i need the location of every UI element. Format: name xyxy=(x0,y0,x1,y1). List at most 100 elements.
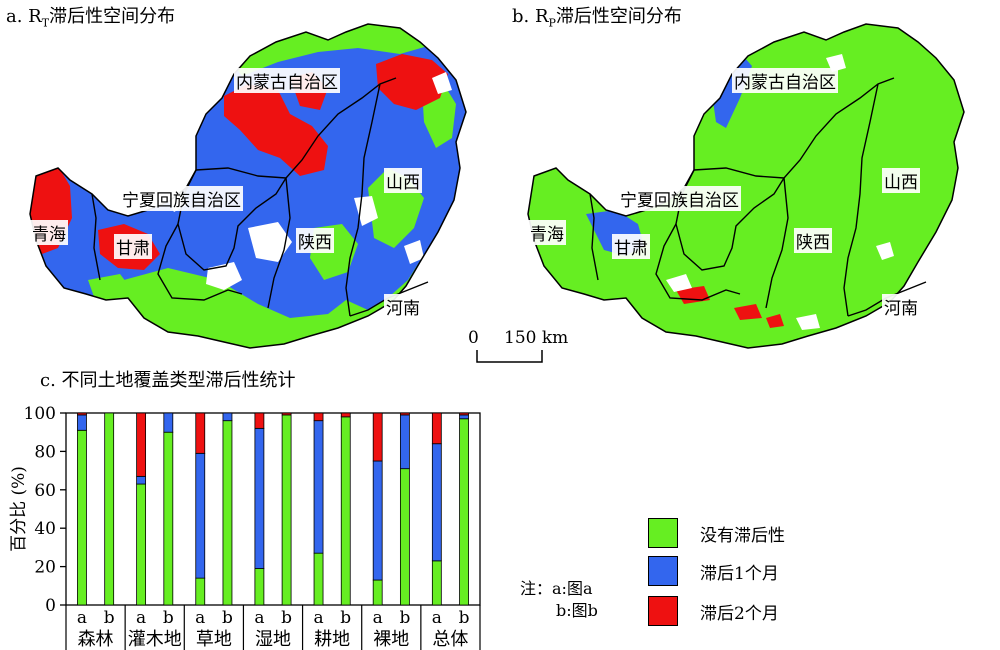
bar-segment-草地-a-0 xyxy=(195,577,206,606)
x-sub-label: b xyxy=(399,608,410,628)
map-a-white-patch-2 xyxy=(354,196,378,226)
note-line-1: a:图a xyxy=(552,579,593,598)
map-b-label-gansu: 甘肃 xyxy=(612,234,650,259)
map-b-boundary-mongolia xyxy=(693,77,895,179)
bar-segment-湿地-a-2 xyxy=(254,412,265,429)
x-sub-label: b xyxy=(222,608,233,628)
note-second-line: b:图b xyxy=(556,600,598,622)
panel-a-title-text: a. R xyxy=(6,6,42,27)
legend-item-lag1: 滞后1个月 xyxy=(648,556,779,586)
x-sub-label: a xyxy=(77,608,87,628)
legend-label-lag1: 滞后1个月 xyxy=(700,563,779,584)
map-a-white-patch-6 xyxy=(432,72,452,94)
x-sub-label: a xyxy=(254,608,264,628)
map-b-boundary-shanxi-west xyxy=(843,83,879,317)
map-a-boundary-mongolia xyxy=(195,77,397,179)
bar-segment-森林-a-1 xyxy=(77,414,87,431)
bar-segment-耕地-a-1 xyxy=(313,420,324,554)
bar-segment-总体-a-1 xyxy=(431,443,442,562)
map-a-label-henan: 河南 xyxy=(384,294,422,319)
bar-segment-草地-a-2 xyxy=(195,412,206,454)
bar-segment-灌木地-a-1 xyxy=(136,475,147,485)
map-b-white-patch-3 xyxy=(876,242,894,260)
x-group-label: 裸地 xyxy=(373,629,409,650)
legend-label-lag2: 滞后2个月 xyxy=(700,603,779,624)
map-a-white-patch-1 xyxy=(248,222,292,262)
scale-bar-line xyxy=(476,350,543,363)
panel-c-title: c. 不同土地覆盖类型滞后性统计 xyxy=(40,370,296,391)
bar-segment-总体-a-0 xyxy=(431,560,442,606)
map-b-label-ningxia: 宁夏回族自治区 xyxy=(618,186,741,211)
bar-segment-裸地-b-2 xyxy=(399,412,410,416)
map-a-label-inner-mongolia: 内蒙古自治区 xyxy=(234,68,340,93)
y-tick-label: 40 xyxy=(34,519,56,539)
x-sub-label: a xyxy=(373,608,383,628)
legend-label-none: 没有滞后性 xyxy=(700,525,785,546)
map-b-white-patch-2 xyxy=(796,314,820,330)
map-a-label-ningxia: 宁夏回族自治区 xyxy=(120,186,243,211)
scale-bar-value: 150 km xyxy=(504,328,569,348)
x-group-label: 森林 xyxy=(78,629,114,650)
x-sub-label: b xyxy=(104,608,115,628)
bar-segment-总体-b-2 xyxy=(459,412,469,416)
bar-segment-总体-a-2 xyxy=(431,412,442,445)
map-b-label-shaanxi: 陕西 xyxy=(794,228,832,253)
y-tick-label: 100 xyxy=(24,404,56,424)
x-group-label: 耕地 xyxy=(314,629,350,650)
bar-segment-裸地-a-1 xyxy=(372,460,383,581)
bar-segment-森林-b-0 xyxy=(104,412,115,606)
bar-segment-灌木地-b-0 xyxy=(163,431,174,606)
bar-segment-耕地-a-0 xyxy=(313,552,324,606)
bar-segment-耕地-a-2 xyxy=(313,412,324,422)
bar-segment-耕地-b-0 xyxy=(340,416,351,606)
panel-b-title-subscript: P xyxy=(548,16,556,30)
y-tick-label: 60 xyxy=(34,481,56,501)
map-b-boundary-ningxia xyxy=(675,169,785,271)
legend-swatch-none xyxy=(648,518,678,548)
map-a-red-northeast xyxy=(376,54,448,110)
panel-b-title-text: b. R xyxy=(512,6,549,27)
bar-segment-裸地-b-0 xyxy=(399,468,410,606)
note-prefix: 注： xyxy=(520,579,553,598)
panel-b-title-suffix: 滞后性空间分布 xyxy=(555,6,682,27)
map-a-red-north xyxy=(224,84,328,176)
x-sub-label: a xyxy=(432,608,442,628)
map-a-white-patch-5 xyxy=(404,240,424,264)
x-group-label: 湿地 xyxy=(255,629,291,650)
map-b-red-south-3 xyxy=(766,314,784,328)
map-b-boundary-gansu-qinghai xyxy=(589,193,599,281)
panel-a-title-subscript: T xyxy=(41,16,50,30)
bar-segment-湿地-b-2 xyxy=(281,412,292,416)
bar-segment-森林-a-0 xyxy=(77,429,87,606)
bar-segment-灌木地-b-1 xyxy=(163,412,174,433)
x-group-label: 总体 xyxy=(432,629,468,650)
bar-segment-裸地-b-1 xyxy=(399,414,410,470)
note: 注：a:图a xyxy=(520,578,593,600)
x-group-label: 草地 xyxy=(196,629,232,650)
x-sub-label: a xyxy=(195,608,205,628)
x-sub-label: b xyxy=(340,608,351,628)
map-b: 内蒙古自治区 宁夏回族自治区 青海 甘肃 陕西 山西 河南 xyxy=(526,18,996,358)
map-a-boundary-gansu-qinghai xyxy=(91,193,101,281)
bar-segment-裸地-a-2 xyxy=(372,412,383,462)
map-b-white-patch-4 xyxy=(826,54,846,72)
bar-segment-湿地-a-0 xyxy=(254,568,265,606)
map-b-province-boundaries xyxy=(589,77,927,317)
bar-segment-森林-a-2 xyxy=(77,412,87,416)
map-a-white-patch-3 xyxy=(206,262,242,290)
bar-segment-总体-b-0 xyxy=(459,418,469,606)
bar-segment-耕地-b-2 xyxy=(340,412,351,418)
x-sub-label: a xyxy=(313,608,323,628)
x-group-label: 灌木地 xyxy=(128,629,182,650)
legend-item-lag2: 滞后2个月 xyxy=(648,596,779,626)
map-b-label-qinghai: 青海 xyxy=(528,220,566,245)
scale-bar: 0 150 km xyxy=(468,328,578,364)
panel-a-title: a. RT滞后性空间分布 xyxy=(6,2,175,30)
bar-segment-灌木地-a-2 xyxy=(136,412,147,477)
legend-swatch-lag1 xyxy=(648,556,678,586)
panel-a-title-suffix: 滞后性空间分布 xyxy=(49,6,176,27)
x-sub-label: b xyxy=(459,608,470,628)
x-sub-label: b xyxy=(281,608,292,628)
bar-segment-裸地-a-0 xyxy=(372,579,383,606)
